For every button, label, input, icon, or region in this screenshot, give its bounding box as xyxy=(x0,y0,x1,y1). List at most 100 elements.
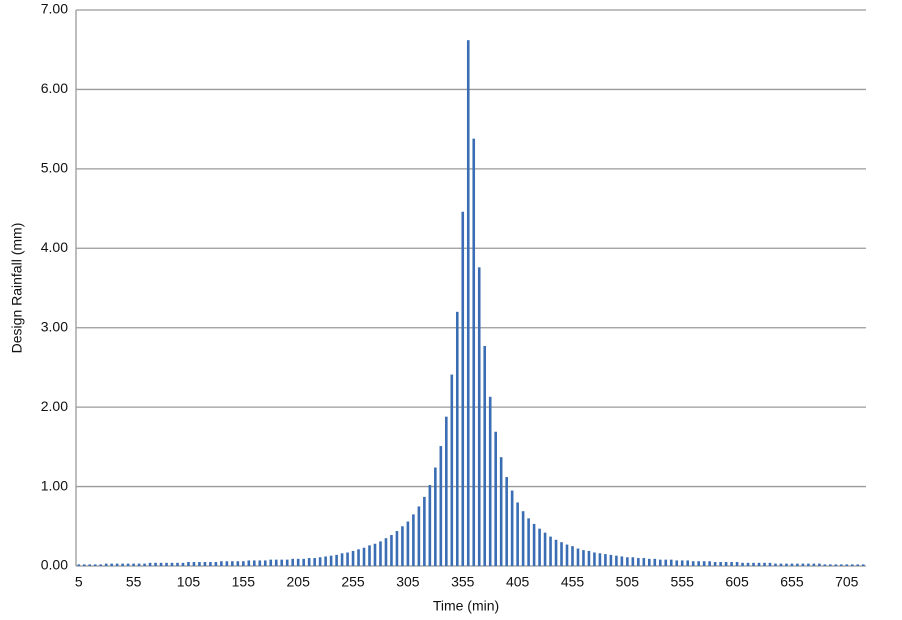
x-axis-title: Time (min) xyxy=(433,598,499,614)
bar xyxy=(516,502,519,566)
bar xyxy=(521,511,525,566)
bar xyxy=(543,532,547,566)
bar xyxy=(231,561,234,566)
bar xyxy=(840,564,843,566)
bar xyxy=(658,559,662,566)
bar xyxy=(351,550,355,566)
bar xyxy=(242,561,245,566)
bar xyxy=(834,564,838,566)
bar xyxy=(296,558,300,566)
bar xyxy=(532,523,536,566)
bar xyxy=(132,563,135,566)
bar xyxy=(329,555,333,566)
x-tick-label: 605 xyxy=(725,574,749,590)
bar xyxy=(192,562,196,566)
bar xyxy=(412,514,415,566)
bar xyxy=(675,560,679,566)
bar xyxy=(757,562,761,566)
bar xyxy=(604,554,607,566)
bar xyxy=(768,562,772,566)
bar xyxy=(796,563,799,566)
bar xyxy=(406,521,410,566)
bar xyxy=(823,564,827,566)
bar xyxy=(340,553,344,566)
bar xyxy=(121,563,124,566)
y-tick-label: 5.00 xyxy=(41,160,68,176)
bar xyxy=(582,550,585,566)
bar xyxy=(494,431,497,566)
bar xyxy=(126,563,130,566)
bar xyxy=(307,558,311,566)
bar xyxy=(505,477,508,566)
bar xyxy=(143,563,146,566)
x-tick-label: 555 xyxy=(671,574,695,590)
bar xyxy=(565,544,569,566)
bar xyxy=(280,559,284,566)
bar xyxy=(395,531,399,566)
bar xyxy=(647,558,651,566)
bar xyxy=(637,558,640,566)
x-tick-label: 305 xyxy=(396,574,420,590)
bar xyxy=(461,211,465,566)
bar xyxy=(148,562,152,566)
bar xyxy=(560,542,563,566)
bar xyxy=(313,558,316,566)
bar xyxy=(615,555,618,566)
bar xyxy=(626,557,629,566)
bar xyxy=(137,563,141,566)
y-axis-title: Design Rainfall (mm) xyxy=(9,223,25,354)
bar xyxy=(785,563,788,566)
bar xyxy=(746,562,750,566)
bar xyxy=(510,490,514,566)
bar xyxy=(609,554,613,566)
y-tick-label: 6.00 xyxy=(41,80,68,96)
bar xyxy=(445,416,448,566)
x-tick-label: 655 xyxy=(780,574,804,590)
bar xyxy=(845,564,849,566)
bar xyxy=(77,564,81,566)
bar xyxy=(779,563,783,566)
bar xyxy=(538,528,541,566)
bar xyxy=(653,558,657,566)
bar xyxy=(379,541,382,566)
bar xyxy=(220,561,223,566)
bar xyxy=(801,563,805,566)
bar xyxy=(401,526,404,566)
bar xyxy=(247,560,251,566)
bar xyxy=(713,562,717,566)
bar xyxy=(455,311,459,566)
bar xyxy=(829,564,832,566)
bar xyxy=(702,561,706,566)
bar xyxy=(291,558,295,566)
bar xyxy=(724,562,728,566)
bar xyxy=(285,559,289,566)
x-tick-label: 405 xyxy=(506,574,530,590)
bar xyxy=(88,564,92,566)
bar xyxy=(642,558,646,566)
bar xyxy=(774,563,777,566)
bar xyxy=(708,561,711,566)
bar xyxy=(165,562,168,566)
bar xyxy=(346,552,349,566)
bar xyxy=(691,561,695,566)
bar xyxy=(752,562,755,566)
bar xyxy=(93,564,97,566)
bar xyxy=(807,563,810,566)
bar xyxy=(527,518,530,566)
bar xyxy=(472,138,476,566)
bar xyxy=(198,562,201,566)
y-tick-label: 0.00 xyxy=(41,557,68,573)
x-tick-label: 505 xyxy=(616,574,640,590)
x-tick-label: 155 xyxy=(232,574,256,590)
bar xyxy=(82,564,86,566)
x-tick-label: 355 xyxy=(451,574,475,590)
bar xyxy=(368,545,371,566)
bar xyxy=(730,562,733,566)
bar xyxy=(499,457,503,566)
bar xyxy=(631,557,635,566)
bar xyxy=(686,560,690,566)
bar xyxy=(423,496,426,566)
bar xyxy=(187,562,190,566)
bar xyxy=(850,564,854,566)
bar xyxy=(434,467,437,566)
